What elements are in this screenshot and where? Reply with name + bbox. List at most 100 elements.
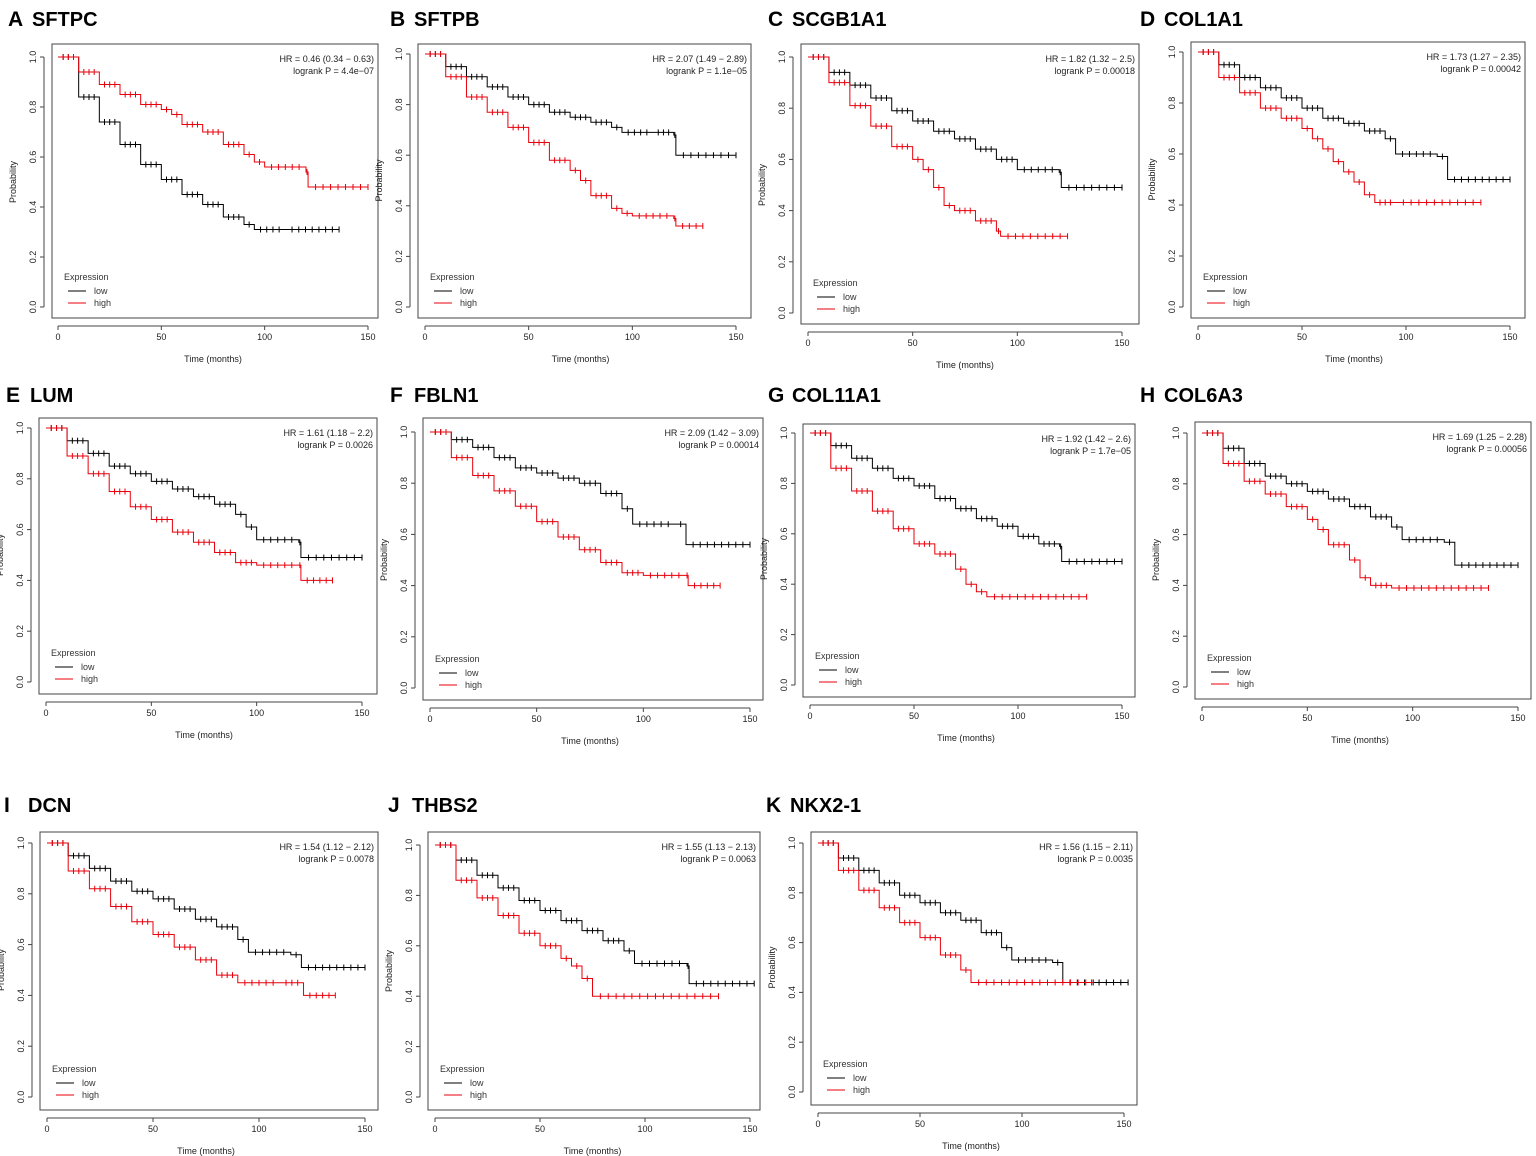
x-tick-label: 150 [354, 708, 369, 718]
y-tick-label: 0.8 [15, 473, 25, 486]
km-curve-high [1202, 432, 1489, 589]
logrank-p-text: logrank P = 4.4e−07 [293, 66, 374, 76]
y-tick-label: 0.0 [1167, 301, 1177, 314]
legend-title: Expression [64, 272, 109, 282]
x-axis-title: Time (months) [1325, 354, 1383, 364]
x-tick-label: 50 [146, 708, 156, 718]
y-tick-label: 0.2 [1171, 630, 1181, 643]
y-tick-label: 0.6 [1171, 528, 1181, 541]
y-tick-label: 0.6 [15, 523, 25, 536]
y-tick-label: 0.6 [1167, 148, 1177, 161]
km-panel-e: E LUM 0 50 100 150 Time (months) 0.0 0.2 0.4 0.6 0.… [0, 384, 378, 740]
km-panel-f: F FBLN1 0 50 100 150 Time (months) 0.0 0.2 0.4 0.6… [379, 384, 764, 746]
km-curve-low [425, 53, 736, 156]
legend-label-high: high [843, 304, 860, 314]
plot-frame [802, 423, 1136, 698]
y-axis-title: Probability [757, 163, 767, 206]
x-axis-title: Time (months) [1331, 735, 1389, 745]
x-axis-title: Time (months) [937, 733, 995, 743]
hazard-ratio-text: HR = 1.73 (1.27 − 2.35) [1426, 52, 1521, 62]
x-tick-label: 0 [55, 332, 60, 342]
y-axis-title: Probability [374, 159, 384, 202]
legend-label-high: high [470, 1090, 487, 1100]
km-curve-low [435, 844, 755, 985]
km-panel-g: G COL11A1 0 50 100 150 Time (months) 0.0 0.2 0.4 0… [759, 384, 1136, 743]
y-tick-label: 0.6 [16, 938, 26, 951]
y-tick-label: 0.2 [404, 1040, 414, 1053]
y-tick-label: 0.8 [16, 888, 26, 901]
panel-letter: G [768, 384, 784, 407]
x-tick-label: 0 [1199, 713, 1204, 723]
panel-letter: K [766, 794, 781, 817]
y-tick-label: 0.6 [399, 528, 409, 541]
y-tick-label: 0.2 [399, 631, 409, 644]
gene-title: COL11A1 [792, 385, 881, 407]
logrank-p-text: logrank P = 0.0078 [298, 854, 374, 864]
x-tick-label: 50 [915, 1119, 925, 1129]
km-curve-low [430, 431, 750, 546]
y-tick-label: 0.8 [779, 477, 789, 490]
y-tick-label: 0.8 [394, 98, 404, 111]
y-tick-label: 1.0 [28, 51, 38, 64]
x-tick-label: 100 [257, 332, 272, 342]
y-axis-title: Probability [384, 949, 394, 992]
y-tick-label: 1.0 [16, 837, 26, 850]
panel-letter: F [390, 384, 403, 407]
x-tick-label: 50 [532, 714, 542, 724]
logrank-p-text: logrank P = 0.00014 [678, 440, 759, 450]
km-panel-d: D COL1A1 0 50 100 150 Time (months) 0.0 0.2 0.4 0.… [1140, 8, 1526, 364]
km-panel-b: B SFTPB 0 50 100 150 Time (months) 0.0 0.2 0.4 0.6… [374, 8, 752, 364]
km-panel-k: K NKX2-1 0 50 100 150 Time (months) 0.0 0.2 0.4 0.… [766, 794, 1138, 1151]
hazard-ratio-text: HR = 2.09 (1.42 − 3.09) [664, 428, 759, 438]
y-tick-label: 0.2 [28, 251, 38, 264]
hazard-ratio-text: HR = 1.56 (1.15 − 2.11) [1039, 842, 1133, 852]
y-tick-label: 0.0 [787, 1086, 797, 1099]
gene-title: SCGB1A1 [792, 9, 886, 31]
y-axis-title: Probability [0, 533, 5, 576]
panel-letter: C [768, 8, 783, 31]
legend-title: Expression [813, 278, 858, 288]
x-tick-label: 100 [1405, 713, 1420, 723]
y-tick-label: 0.4 [1171, 579, 1181, 592]
plot-frame [427, 831, 761, 1111]
panel-letter: J [388, 794, 400, 817]
legend-label-low: low [843, 292, 857, 302]
plot-frame [422, 417, 764, 701]
y-axis-title: Probability [379, 538, 389, 581]
plot-frame [1194, 421, 1532, 700]
x-tick-label: 0 [427, 714, 432, 724]
y-tick-label: 0.8 [399, 477, 409, 490]
y-tick-label: 0.2 [787, 1036, 797, 1049]
km-curve-high [430, 431, 721, 587]
legend-title: Expression [430, 272, 475, 282]
x-tick-label: 0 [815, 1119, 820, 1129]
hazard-ratio-text: HR = 1.54 (1.12 − 2.12) [279, 842, 374, 852]
legend-label-low: low [465, 668, 479, 678]
plot-frame [417, 43, 752, 319]
x-tick-label: 150 [742, 1124, 757, 1134]
legend-title: Expression [440, 1064, 485, 1074]
x-tick-label: 0 [805, 338, 810, 348]
legend-label-low: low [853, 1073, 867, 1083]
panel-letter: B [390, 8, 405, 31]
y-tick-label: 0.4 [1167, 199, 1177, 212]
y-tick-label: 0.4 [777, 204, 787, 217]
logrank-p-text: logrank P = 0.00042 [1440, 64, 1521, 74]
x-axis-title: Time (months) [564, 1146, 622, 1156]
km-curve-high [425, 53, 703, 227]
x-tick-label: 0 [1195, 332, 1200, 342]
x-tick-label: 150 [728, 332, 743, 342]
y-tick-label: 0.2 [15, 625, 25, 638]
plot-frame [810, 831, 1138, 1106]
legend-label-low: low [845, 665, 859, 675]
y-tick-label: 0.0 [1171, 681, 1181, 694]
logrank-p-text: logrank P = 0.00056 [1446, 444, 1527, 454]
x-tick-label: 150 [742, 714, 757, 724]
logrank-p-text: logrank P = 0.00018 [1054, 66, 1135, 76]
gene-title: FBLN1 [414, 385, 478, 407]
y-tick-label: 1.0 [394, 48, 404, 61]
x-tick-label: 0 [44, 1124, 49, 1134]
y-tick-label: 1.0 [404, 839, 414, 852]
y-tick-label: 0.6 [779, 528, 789, 541]
panel-letter: H [1140, 384, 1155, 407]
